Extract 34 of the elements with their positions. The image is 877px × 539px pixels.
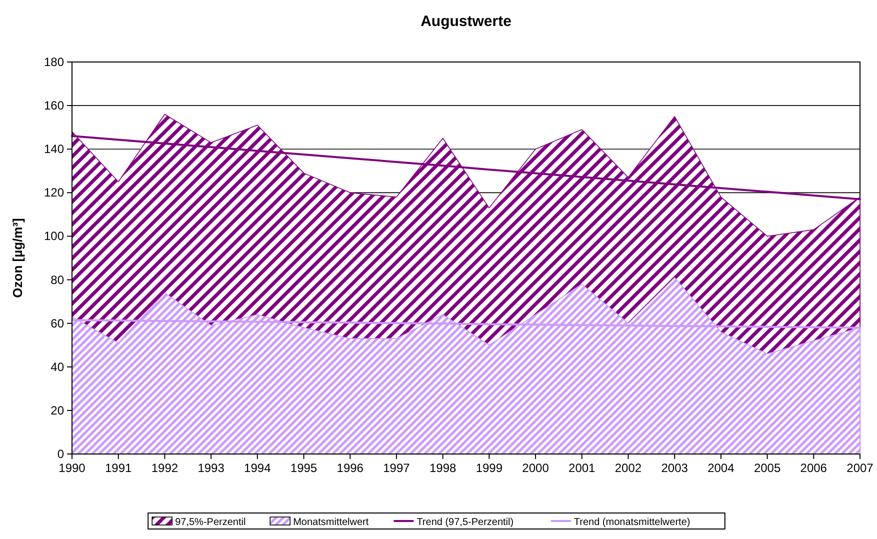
x-tick-label: 2004 <box>708 461 735 475</box>
x-tick-label: 2001 <box>568 461 596 475</box>
y-tick-label: 160 <box>44 98 64 113</box>
x-tick-label: 2007 <box>846 461 874 475</box>
chart-title: Augustwerte <box>420 13 512 30</box>
x-tick-label: 1991 <box>105 461 132 475</box>
y-tick-label: 40 <box>50 360 64 374</box>
x-tick-label: 1997 <box>383 461 410 475</box>
y-tick-label: 100 <box>44 229 64 244</box>
y-tick-label: 0 <box>57 447 64 461</box>
y-tick-label: 120 <box>44 186 64 200</box>
x-tick-label: 1999 <box>476 461 503 475</box>
legend-label: Trend (97,5-Perzentil) <box>416 517 514 528</box>
legend-label: Trend (monatsmittelwerte) <box>574 517 690 528</box>
legend-label: 97,5%-Perzentil <box>175 517 246 528</box>
y-tick-label: 140 <box>44 142 64 156</box>
y-tick-label: 80 <box>50 272 64 287</box>
y-tick-label: 20 <box>50 403 64 418</box>
x-tick-label: 1992 <box>151 461 178 475</box>
x-tick-label: 1993 <box>198 461 225 475</box>
x-tick-label: 1994 <box>244 461 272 475</box>
y-axis-title: Ozon [µg/m³] <box>10 218 25 298</box>
x-tick-label: 2005 <box>754 461 781 475</box>
x-tick-label: 2006 <box>800 461 828 475</box>
x-tick-label: 1995 <box>290 461 318 475</box>
y-tick-label: 180 <box>44 55 64 69</box>
x-tick-label: 2002 <box>614 461 642 475</box>
x-tick-label: 1996 <box>336 461 364 475</box>
x-tick-label: 2000 <box>522 461 550 475</box>
y-tick-label: 60 <box>50 316 64 330</box>
x-tick-label: 1998 <box>429 461 456 475</box>
x-tick-label: 1990 <box>58 461 86 475</box>
x-tick-label: 2003 <box>661 461 688 475</box>
legend-label: Monatsmittelwert <box>293 517 369 528</box>
